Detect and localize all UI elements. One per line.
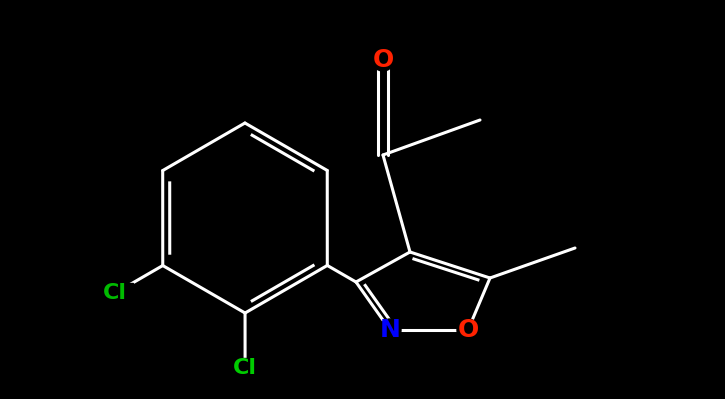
Text: Cl: Cl (233, 358, 257, 378)
Circle shape (372, 49, 394, 71)
Text: Cl: Cl (103, 283, 127, 303)
Text: N: N (380, 318, 400, 342)
Bar (227, 358, 263, 378)
Text: O: O (457, 318, 479, 342)
Circle shape (379, 319, 401, 341)
Bar (97, 283, 133, 303)
Text: O: O (373, 48, 394, 72)
Circle shape (457, 319, 479, 341)
